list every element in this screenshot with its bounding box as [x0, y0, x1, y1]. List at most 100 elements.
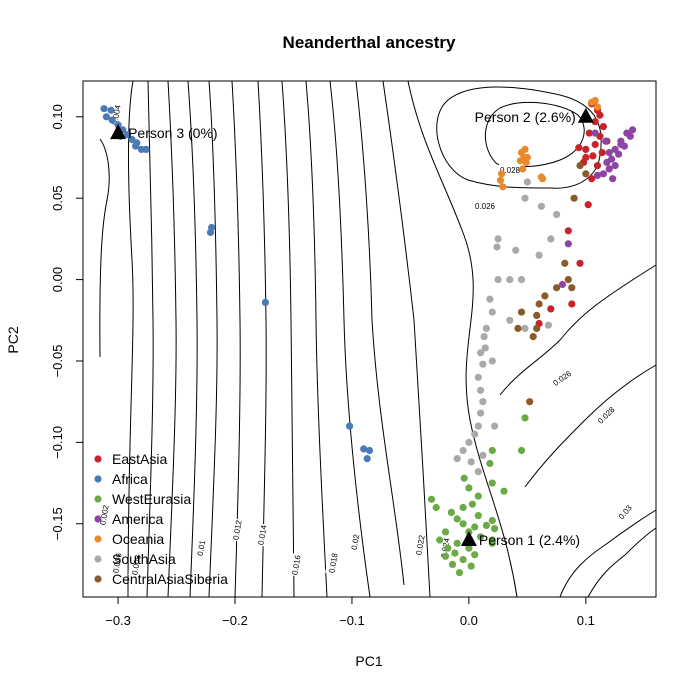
data-point-westeurasia	[468, 500, 476, 508]
data-point-eastasia	[582, 153, 590, 162]
contour-line	[167, 80, 177, 598]
data-point-westeurasia	[474, 511, 482, 520]
legend-marker	[94, 555, 102, 563]
data-point-centralasiasiberia	[533, 324, 541, 332]
data-point-oceania	[516, 157, 525, 165]
data-point-africa	[142, 145, 150, 153]
data-point-southasia	[535, 251, 543, 259]
contour-line	[524, 364, 657, 488]
contour-label-bg	[613, 499, 636, 523]
legend-label: Oceania	[112, 531, 164, 547]
contour-label: 0.02	[350, 533, 362, 550]
data-point-centralasiasiberia	[576, 162, 584, 170]
legend-marker	[94, 515, 102, 523]
contour-line	[484, 101, 585, 168]
data-point-eastasia	[547, 305, 555, 313]
data-point-westeurasia	[488, 479, 496, 487]
contour-label-bg	[474, 200, 496, 210]
contour-line	[355, 80, 405, 586]
contour-label: 0.022	[414, 534, 426, 556]
data-point-westeurasia	[441, 552, 450, 560]
data-point-centralasiasiberia	[529, 333, 537, 341]
data-point-centralasiasiberia	[514, 324, 522, 332]
data-point-eastasia	[599, 123, 608, 131]
data-point-eastasia	[596, 111, 604, 119]
data-point-westeurasia	[486, 459, 494, 468]
data-point-southasia	[517, 276, 526, 284]
contour-label: 0.002	[98, 504, 110, 526]
contour-line	[208, 80, 218, 598]
x-tick-label: −0.2	[222, 613, 248, 628]
data-point-america	[615, 150, 623, 158]
data-point-southasia	[471, 430, 479, 438]
data-point-eastasia	[589, 152, 597, 160]
contour-label: 0.018	[327, 552, 339, 574]
data-point-africa	[206, 228, 215, 236]
data-point-america	[602, 137, 610, 145]
contour-line	[559, 509, 657, 598]
x-tick-label: 0.0	[460, 613, 478, 628]
data-point-southasia	[482, 324, 490, 332]
contour-label-bg	[254, 523, 268, 547]
legend-marker	[94, 495, 102, 503]
data-point-africa	[108, 116, 116, 124]
data-point-westeurasia	[482, 521, 490, 530]
data-point-westeurasia	[441, 528, 450, 536]
contour-label: 0.01	[196, 539, 208, 556]
data-point-africa	[107, 106, 115, 114]
y-tick-label: 0.05	[50, 186, 65, 211]
x-axis: −0.3 −0.2 −0.1 0.0 0.1	[105, 596, 595, 628]
data-point-westeurasia	[451, 549, 459, 557]
contour-label-bg	[412, 533, 426, 557]
y-tick-label: −0.15	[50, 507, 65, 540]
legend: EastAsia Africa WestEurasia America Oceania S…	[94, 451, 228, 587]
y-axis-title: PC2	[5, 326, 21, 353]
contour-line	[231, 80, 241, 598]
data-point-westeurasia	[474, 492, 482, 500]
person-label: Person 1 (2.4%)	[479, 532, 580, 548]
y-axis: −0.15 −0.10 −0.05 0.00 0.05 0.10	[50, 104, 84, 540]
plot-frame	[82, 80, 657, 598]
data-point-eastasia	[588, 175, 596, 183]
contour-label-bg	[347, 530, 361, 554]
legend-marker	[94, 475, 102, 483]
data-point-eastasia	[568, 300, 576, 308]
data-point-southasia	[547, 235, 555, 243]
data-point-africa	[132, 142, 140, 150]
data-point-southasia	[494, 235, 502, 243]
contour-label: 0.012	[231, 519, 243, 541]
data-point-america	[593, 171, 602, 179]
data-point-southasia	[479, 398, 487, 406]
data-point-southasia	[506, 316, 514, 324]
data-point-southasia	[544, 321, 553, 329]
legend-marker	[94, 575, 102, 583]
data-point-westeurasia	[488, 536, 496, 544]
person-marker	[577, 107, 594, 123]
data-point-africa	[123, 131, 131, 139]
data-point-westeurasia	[488, 516, 496, 525]
data-point-centralasiasiberia	[535, 300, 543, 308]
data-point-africa	[363, 455, 371, 463]
data-point-southasia	[521, 194, 529, 202]
data-point-westeurasia	[465, 484, 473, 492]
data-point-centralasiasiberia	[564, 276, 572, 284]
legend-label: WestEurasia	[112, 491, 191, 507]
data-point-centralasiasiberia	[541, 292, 549, 300]
data-point-southasia	[512, 246, 520, 254]
x-tick-label: −0.3	[105, 613, 131, 628]
data-point-eastasia	[584, 201, 592, 209]
data-point-westeurasia	[465, 544, 473, 552]
data-point-westeurasia	[500, 487, 508, 495]
contour-label-bg	[593, 402, 617, 426]
data-point-southasia	[477, 409, 485, 417]
data-point-southasia	[479, 451, 487, 459]
legend-marker	[94, 535, 102, 543]
contour-line	[146, 80, 154, 598]
data-point-southasia	[465, 438, 473, 446]
data-point-southasia	[553, 210, 561, 219]
data-point-westeurasia	[453, 515, 461, 523]
data-point-southasia	[506, 276, 514, 284]
data-point-westeurasia	[432, 503, 440, 512]
